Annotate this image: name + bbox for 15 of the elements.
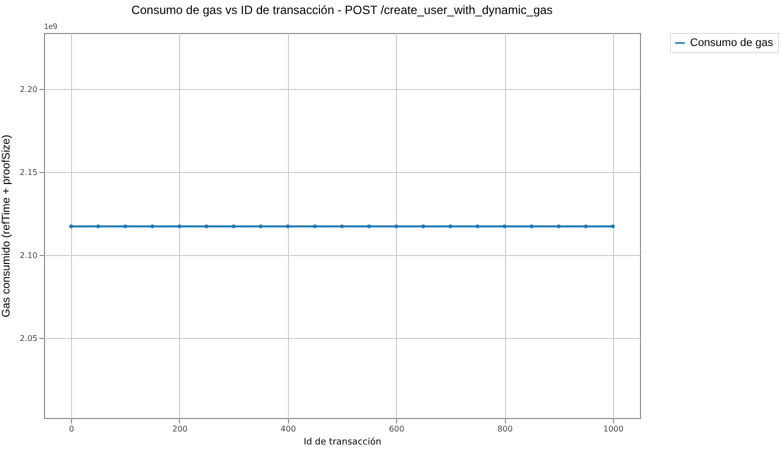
x-tick-label: 800	[497, 424, 513, 434]
chart-title: Consumo de gas vs ID de transacción - POST /create_user_with_dynamic_gas	[131, 3, 553, 17]
y-tick-label: 2.10	[20, 250, 38, 260]
text: 1e9	[44, 22, 58, 31]
y-tick-label: 2.20	[20, 84, 38, 94]
x-tick-label: 1000	[603, 424, 624, 434]
y-tick-label: 2.15	[20, 168, 38, 177]
legend-label: Consumo de gas	[690, 37, 774, 49]
y-axis-title: Gas consumido (refTime + proofSize)	[0, 134, 13, 318]
y-tick-label: 2.05	[20, 334, 38, 343]
x-tick-label: 200	[172, 424, 188, 434]
x-tick-label: 600	[389, 424, 404, 434]
x-tick-label: 0	[69, 424, 74, 434]
x-tick-label: 400	[280, 424, 296, 434]
x-axis-title: Id de transacción	[304, 436, 382, 448]
